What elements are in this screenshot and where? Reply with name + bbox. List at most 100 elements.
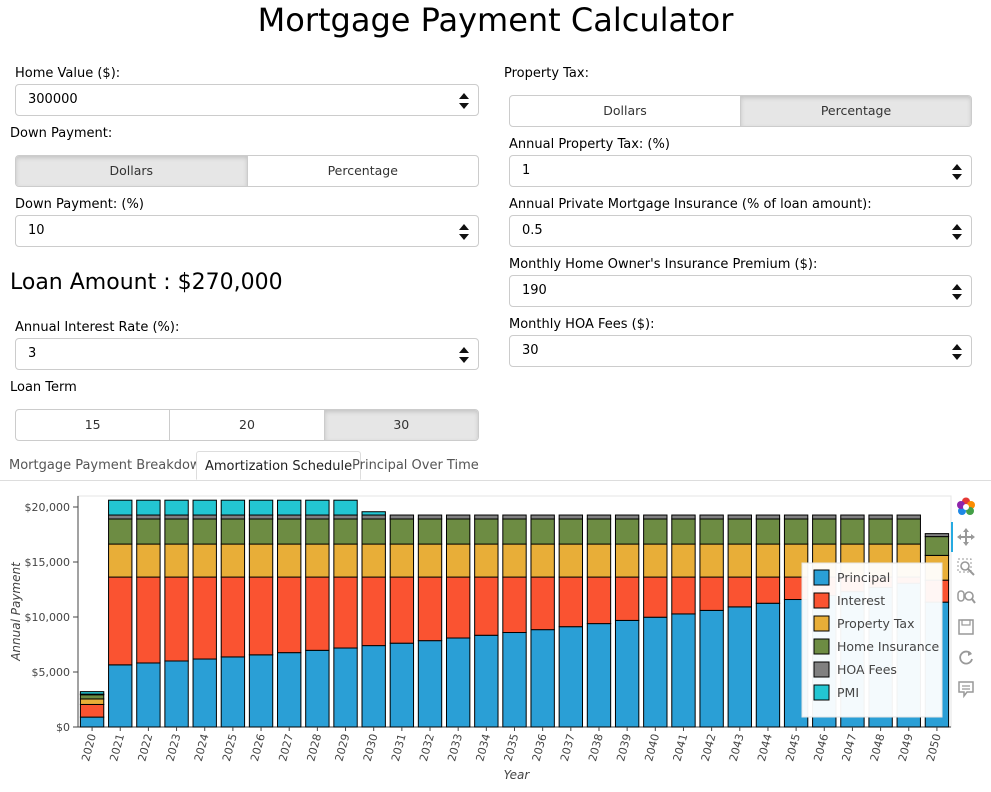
- bar-segment-interest: [586, 576, 612, 625]
- bar-segment-home-insurance: [727, 518, 752, 545]
- bar-segment-pmi: [277, 499, 302, 516]
- spinner-arrows-icon[interactable]: [951, 341, 963, 363]
- bar-segment-hoa-fees: [417, 514, 443, 520]
- bar-segment-pmi: [333, 499, 358, 516]
- bar-segment-property-tax: [614, 543, 640, 578]
- x-tick-label: 2022: [135, 732, 155, 762]
- x-tick-label: 2041: [671, 732, 691, 762]
- spinner-arrows-icon[interactable]: [458, 90, 470, 112]
- bar-segment-property-tax: [417, 543, 443, 578]
- bar-segment-interest: [614, 576, 640, 621]
- bar-segment-pmi: [361, 511, 386, 516]
- x-tick-label: 2027: [276, 732, 296, 762]
- bar-segment-hoa-fees: [614, 514, 640, 520]
- bar-segment-principal: [136, 662, 161, 728]
- interest-rate-input[interactable]: 3: [15, 338, 479, 370]
- pmi-value: 0.5: [522, 223, 543, 238]
- bar-segment-hoa-fees: [558, 514, 584, 520]
- bar-segment-home-insurance: [896, 518, 921, 545]
- tab-bar: Mortgage Payment Breakdown Amortization …: [0, 451, 991, 480]
- interest-rate-value: 3: [28, 346, 37, 361]
- save-icon[interactable]: [956, 617, 976, 637]
- x-tick-label: 2040: [642, 732, 662, 762]
- x-tick-label: 2026: [248, 732, 268, 762]
- loan-amount-display: Loan Amount : $270,000: [10, 270, 283, 295]
- bar-segment-home-insurance: [164, 518, 189, 545]
- bar-segment-principal: [248, 654, 274, 728]
- down-payment-input[interactable]: 10: [15, 215, 479, 247]
- bar-segment-hoa-fees: [530, 514, 555, 520]
- property-tax-mode-toggle[interactable]: Dollars Percentage: [509, 95, 972, 127]
- loan-term-15-option[interactable]: 15: [16, 410, 171, 440]
- property-tax-dollars-option[interactable]: Dollars: [510, 96, 741, 126]
- bar-segment-principal: [389, 642, 415, 728]
- down-payment-percentage-option[interactable]: Percentage: [327, 163, 398, 178]
- wheel-zoom-icon[interactable]: [956, 587, 976, 607]
- bar-segment-interest: [248, 576, 274, 656]
- loan-term-30-option[interactable]: 30: [324, 410, 478, 440]
- property-tax-input[interactable]: 1: [509, 155, 972, 187]
- legend-item-label: Property Tax: [837, 616, 915, 631]
- amortization-chart[interactable]: $0 $5,000 $10,000 $15,000 $20,000 Annual Paym…: [0, 482, 954, 792]
- loan-term-toggle[interactable]: 15 20 30: [15, 409, 479, 441]
- bar-segment-home-insurance: [840, 518, 865, 545]
- bar-segment-pmi: [79, 691, 105, 695]
- loan-term-label: Loan Term: [10, 380, 77, 395]
- bar-segment-home-insurance: [530, 518, 555, 545]
- bar-segment-property-tax: [248, 543, 274, 578]
- spinner-arrows-icon[interactable]: [951, 161, 963, 183]
- x-tick-label: 2039: [614, 732, 634, 762]
- bar-segment-property-tax: [474, 543, 499, 578]
- bar-segment-home-insurance: [671, 518, 696, 545]
- hoa-input[interactable]: 30: [509, 335, 972, 367]
- bar-segment-property-tax: [361, 543, 386, 578]
- bar-segment-home-insurance: [586, 518, 612, 545]
- bar-segment-hoa-fees: [361, 514, 386, 520]
- bar-segment-hoa-fees: [671, 514, 696, 520]
- bar-segment-interest: [417, 576, 443, 642]
- down-payment-mode-toggle[interactable]: Dollars Percentage: [15, 155, 479, 187]
- x-tick-label: 2047: [840, 732, 860, 762]
- spinner-arrows-icon[interactable]: [951, 281, 963, 303]
- loan-term-20-option[interactable]: 20: [170, 410, 325, 440]
- x-tick-label: 2042: [699, 732, 719, 762]
- bar-segment-property-tax: [220, 543, 246, 578]
- x-tick-label: 2046: [811, 732, 831, 762]
- legend-item-label: PMI: [837, 685, 859, 700]
- spinner-arrows-icon[interactable]: [458, 221, 470, 243]
- tab-principal-over-time[interactable]: Principal Over Time: [352, 458, 479, 473]
- bar-segment-interest: [361, 576, 386, 647]
- home-insurance-input[interactable]: 190: [509, 275, 972, 307]
- tab-amortization-schedule[interactable]: Amortization Schedule: [196, 451, 362, 480]
- bar-segment-home-insurance: [248, 518, 274, 545]
- bar-segment-principal: [727, 606, 752, 728]
- bar-segment-home-insurance: [699, 518, 724, 545]
- x-tick-label: 2048: [868, 732, 888, 762]
- tab-mortgage-payment-breakdown[interactable]: Mortgage Payment Breakdown: [9, 458, 209, 473]
- bokeh-logo-icon[interactable]: [956, 497, 976, 517]
- property-tax-percentage-option[interactable]: Percentage: [741, 96, 971, 126]
- reset-icon[interactable]: [956, 648, 976, 668]
- bar-segment-home-insurance: [783, 518, 809, 545]
- y-tick-label: $20,000: [25, 501, 71, 514]
- pmi-input[interactable]: 0.5: [509, 215, 972, 247]
- x-tick-label: 2021: [107, 732, 127, 762]
- home-value-input[interactable]: 300000: [15, 84, 479, 116]
- x-axis-title: Year: [504, 768, 531, 782]
- bar-segment-property-tax: [192, 543, 217, 578]
- spinner-arrows-icon[interactable]: [951, 221, 963, 243]
- pan-icon[interactable]: [956, 527, 976, 547]
- spinner-arrows-icon[interactable]: [458, 344, 470, 366]
- bar-segment-hoa-fees: [699, 514, 724, 520]
- down-payment-dollars-option[interactable]: Dollars: [16, 156, 248, 186]
- y-tick-label: $15,000: [25, 556, 71, 569]
- hover-icon[interactable]: [956, 679, 976, 699]
- x-tick-label: 2031: [389, 732, 409, 762]
- x-tick-label: 2037: [558, 732, 578, 762]
- legend-swatch: [813, 569, 830, 586]
- home-insurance-label: Monthly Home Owner's Insurance Premium (…: [509, 257, 818, 272]
- x-tick-label: 2024: [192, 732, 212, 762]
- bar-segment-hoa-fees: [136, 514, 161, 520]
- box-zoom-icon[interactable]: [956, 557, 976, 577]
- bar-segment-principal: [558, 626, 584, 728]
